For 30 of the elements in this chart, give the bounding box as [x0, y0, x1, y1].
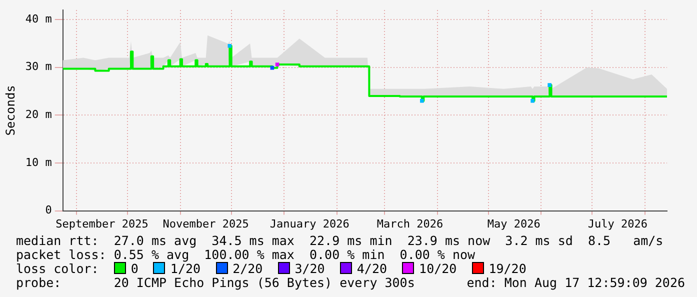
- point: [530, 98, 534, 103]
- y-tick-label: 10 m: [25, 156, 52, 169]
- x-tick-label: September 2025: [56, 217, 148, 230]
- text: end: Mon Aug 17 12:59:09 2026: [466, 275, 685, 290]
- x-tick-label: May 2026: [487, 217, 540, 230]
- x-tick-label: November 2025: [162, 217, 249, 230]
- point: [548, 83, 552, 87]
- point: [228, 44, 232, 48]
- text: probe: 20 ICMP Echo Pings (56 Bytes) every 300s: [16, 275, 415, 290]
- point: [420, 98, 424, 103]
- x-tick-label: March 2026: [376, 217, 444, 230]
- x-tick-label: July 2026: [588, 217, 648, 230]
- y-tick-label: 40 m: [25, 12, 52, 26]
- text: packet loss: 0.55 % avg 100.00 % max 0.00 % min 0.00 % now: [16, 247, 476, 262]
- legend-label: 0: [130, 261, 140, 276]
- legend-label: 4/20: [356, 261, 388, 276]
- legend-label: 2/20: [232, 261, 264, 276]
- y-axis-title: Seconds: [3, 85, 18, 136]
- y-tick-label: 20 m: [25, 108, 52, 122]
- legend-label: 1/20: [170, 261, 202, 276]
- legend-label: 10/20: [418, 261, 458, 276]
- y-tick-label: 0: [45, 204, 52, 217]
- legend-label: 19/20: [488, 261, 528, 276]
- x-tick-label: January 2026: [270, 217, 350, 230]
- point: [270, 66, 274, 70]
- y-tick-label: 30 m: [25, 60, 52, 74]
- point: [275, 62, 280, 66]
- legend-title: loss color:: [16, 261, 99, 276]
- legend-label: 3/20: [294, 261, 326, 276]
- text: median rtt: 27.0 ms avg 34.5 ms max 22.9 ms min 23.9 ms now 3.2 ms sd 8.5 am/s: [16, 233, 664, 248]
